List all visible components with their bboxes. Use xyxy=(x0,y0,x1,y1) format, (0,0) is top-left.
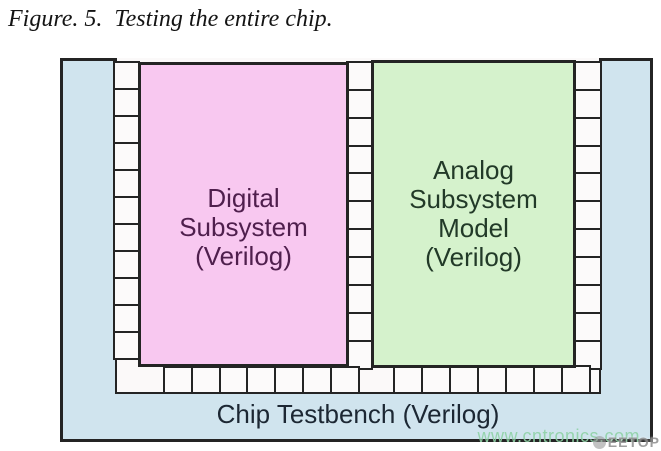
pin-cell xyxy=(113,114,140,145)
analog-subsystem-label: Analog Subsystem Model (Verilog) xyxy=(409,156,538,272)
pin-cell xyxy=(346,283,373,315)
eetop-logo-text: EETOP xyxy=(607,434,660,450)
pin-column-middle xyxy=(346,61,373,370)
pin-cell xyxy=(113,87,140,118)
pin-cell xyxy=(113,168,140,199)
pin-row-bottom-digital xyxy=(163,366,360,394)
pin-cell xyxy=(476,365,508,394)
pin-column-left xyxy=(113,61,140,360)
eetop-logo-icon xyxy=(592,435,606,449)
pin-cell xyxy=(574,256,602,287)
pin-cell xyxy=(393,365,424,394)
pin-cell xyxy=(346,61,373,92)
pin-cell xyxy=(346,172,373,203)
block-label-line: Subsystem xyxy=(179,212,308,242)
pin-cell xyxy=(574,283,602,315)
pin-cell xyxy=(113,330,140,360)
pin-cell xyxy=(346,88,373,120)
pin-cell xyxy=(246,366,277,394)
pin-cell xyxy=(113,249,140,280)
pin-cell xyxy=(346,311,373,343)
pin-cell xyxy=(574,88,602,120)
pin-cell xyxy=(574,144,602,175)
eetop-logo: EETOP xyxy=(592,434,660,450)
block-label-line: Model xyxy=(438,213,509,243)
pin-cell xyxy=(218,366,249,394)
pin-cell xyxy=(574,311,602,343)
pin-cell xyxy=(346,116,373,148)
pin-cell xyxy=(113,195,140,226)
pin-cell xyxy=(532,365,564,394)
figure-caption: Figure. 5. Testing the entire chip. xyxy=(8,6,333,32)
pin-cell xyxy=(163,366,194,394)
block-label-line: (Verilog) xyxy=(425,242,522,272)
block-label-line: (Verilog) xyxy=(195,241,292,271)
pin-cell xyxy=(346,200,373,231)
block-label-line: Analog xyxy=(433,155,514,185)
block-label-line: Subsystem xyxy=(409,184,538,214)
pin-cell xyxy=(274,366,305,394)
pin-cell xyxy=(448,365,480,394)
pin-cell xyxy=(113,222,140,253)
pin-cell xyxy=(346,144,373,175)
pin-cell xyxy=(346,256,373,287)
pin-cell xyxy=(560,365,591,394)
pin-cell xyxy=(346,228,373,259)
pin-row-bottom-analog xyxy=(393,365,591,394)
digital-subsystem-label: Digital Subsystem (Verilog) xyxy=(179,184,308,271)
pin-cell xyxy=(113,61,140,91)
pin-cell xyxy=(504,365,536,394)
pin-cell xyxy=(113,141,140,172)
pin-cell xyxy=(574,228,602,259)
pin-cell xyxy=(113,276,140,307)
pin-cell xyxy=(420,365,452,394)
pin-cell xyxy=(190,366,222,394)
pin-cell xyxy=(574,172,602,203)
block-label-line: Digital xyxy=(207,183,280,213)
pin-cell xyxy=(574,116,602,148)
pin-column-right xyxy=(574,61,602,370)
chip-testbench-label: Chip Testbench (Verilog) xyxy=(216,399,500,429)
pin-cell xyxy=(113,303,140,334)
pin-cell xyxy=(301,366,333,394)
analog-subsystem-block: Analog Subsystem Model (Verilog) xyxy=(371,60,576,368)
digital-subsystem-block: Digital Subsystem (Verilog) xyxy=(138,62,349,367)
pin-cell xyxy=(574,200,602,231)
pin-cell xyxy=(574,61,602,92)
pin-cell xyxy=(329,366,360,394)
